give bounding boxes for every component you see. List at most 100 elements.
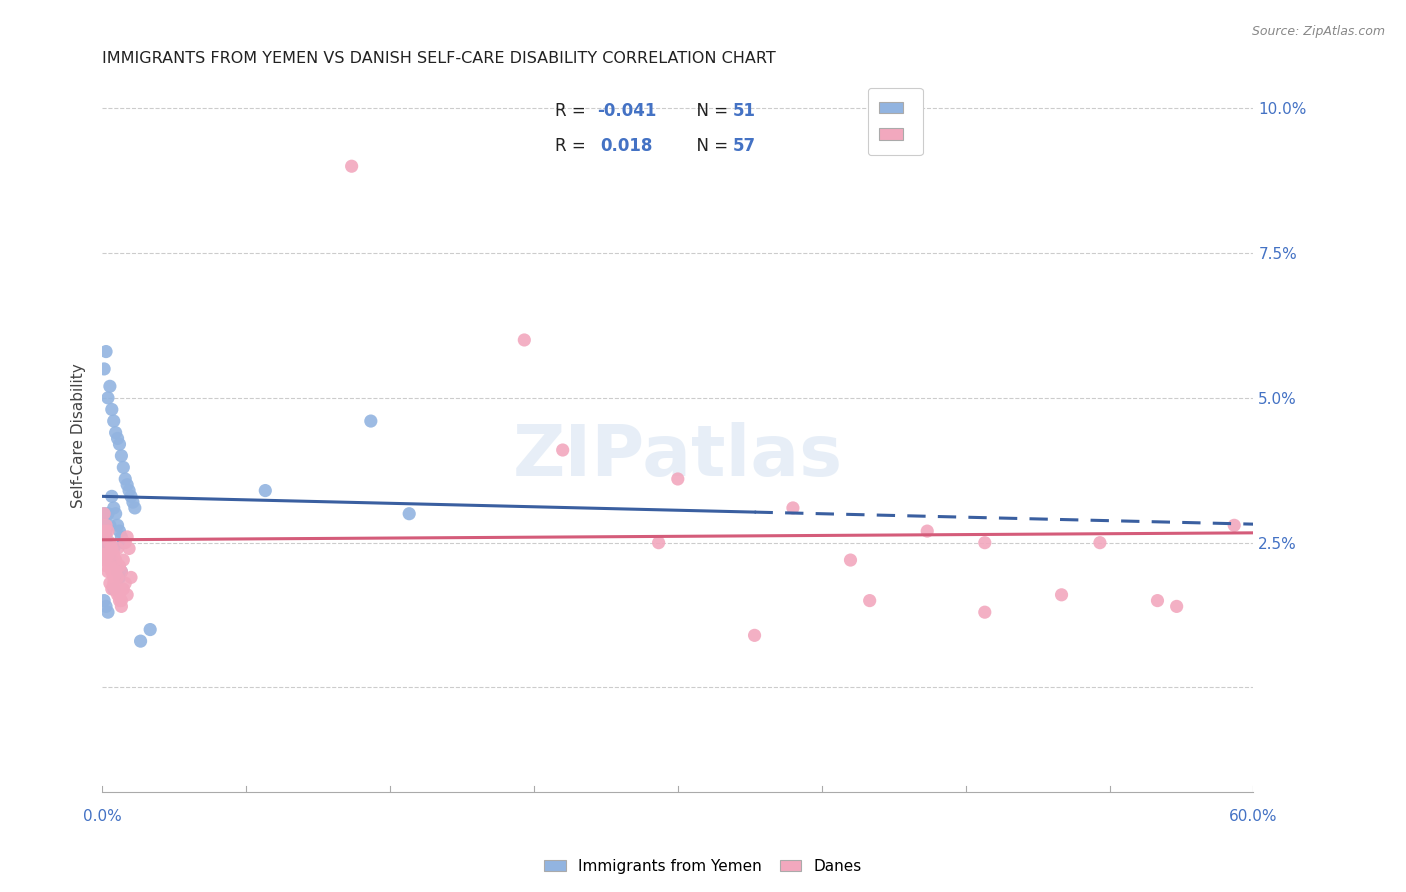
Point <box>93 362 115 376</box>
Point <box>1166 599 1188 614</box>
Point <box>1223 518 1246 533</box>
Point <box>110 565 132 579</box>
Point <box>744 628 766 642</box>
Point <box>93 530 115 544</box>
Point <box>98 379 121 393</box>
Point <box>647 535 669 549</box>
Point <box>104 507 127 521</box>
Point <box>97 507 120 521</box>
Point <box>254 483 277 498</box>
Point <box>93 518 115 533</box>
Point <box>129 634 152 648</box>
Point <box>93 507 115 521</box>
Point <box>107 565 129 579</box>
Point <box>110 449 132 463</box>
Y-axis label: Self-Care Disability: Self-Care Disability <box>72 363 86 508</box>
Point <box>101 553 124 567</box>
Point <box>94 535 117 549</box>
Point <box>1088 535 1111 549</box>
Text: 0.0%: 0.0% <box>83 809 121 824</box>
Text: N =: N = <box>686 136 734 154</box>
Point <box>1050 588 1073 602</box>
Point <box>93 512 115 526</box>
Text: R =: R = <box>554 103 591 120</box>
Point <box>112 553 135 567</box>
Point <box>93 507 115 521</box>
Text: -0.041: -0.041 <box>598 103 657 120</box>
Point <box>973 535 995 549</box>
Point <box>101 402 124 417</box>
Point <box>108 593 131 607</box>
Legend: Immigrants from Yemen, Danes: Immigrants from Yemen, Danes <box>538 853 868 880</box>
Point <box>551 443 574 458</box>
Text: R =: R = <box>554 136 591 154</box>
Point <box>103 570 125 584</box>
Point <box>103 500 125 515</box>
Point <box>93 547 115 561</box>
Point <box>104 582 127 596</box>
Point <box>839 553 862 567</box>
Point <box>107 432 129 446</box>
Point <box>666 472 689 486</box>
Point <box>340 159 363 173</box>
Point <box>859 593 882 607</box>
Point <box>94 344 117 359</box>
Point <box>398 507 420 521</box>
Point <box>94 518 117 533</box>
Point <box>97 547 120 561</box>
Point <box>110 599 132 614</box>
Text: 57: 57 <box>733 136 756 154</box>
Text: N =: N = <box>686 103 734 120</box>
Point <box>115 588 138 602</box>
Point <box>124 500 146 515</box>
Point <box>98 535 121 549</box>
Point <box>104 553 127 567</box>
Point <box>782 500 804 515</box>
Point <box>107 588 129 602</box>
Point <box>93 593 115 607</box>
Point <box>97 565 120 579</box>
Point <box>101 565 124 579</box>
Point <box>108 437 131 451</box>
Point <box>93 553 115 567</box>
Point <box>107 570 129 584</box>
Point <box>118 541 141 556</box>
Point <box>107 541 129 556</box>
Point <box>103 547 125 561</box>
Point <box>112 460 135 475</box>
Point <box>97 553 120 567</box>
Point <box>98 576 121 591</box>
Point <box>93 541 115 556</box>
Point <box>122 495 145 509</box>
Point <box>139 623 162 637</box>
Point <box>94 558 117 573</box>
Point <box>1146 593 1168 607</box>
Point <box>94 541 117 556</box>
Point <box>104 425 127 440</box>
Point <box>103 541 125 556</box>
Text: 60.0%: 60.0% <box>1229 809 1278 824</box>
Point <box>915 524 938 538</box>
Point <box>115 530 138 544</box>
Text: 51: 51 <box>733 103 756 120</box>
Point <box>120 489 142 503</box>
Point <box>103 582 125 596</box>
Point <box>110 530 132 544</box>
Point <box>97 524 120 538</box>
Point <box>114 576 136 591</box>
Point <box>104 565 127 579</box>
Point <box>112 582 135 596</box>
Point <box>114 535 136 549</box>
Point <box>110 565 132 579</box>
Point <box>103 414 125 428</box>
Point <box>98 518 121 533</box>
Point <box>93 547 115 561</box>
Text: ZIPatlas: ZIPatlas <box>513 423 842 491</box>
Point <box>108 570 131 584</box>
Point <box>360 414 382 428</box>
Text: 0.018: 0.018 <box>600 136 652 154</box>
Point <box>108 588 131 602</box>
Legend: , : , <box>868 87 922 155</box>
Point <box>112 535 135 549</box>
Point <box>110 593 132 607</box>
